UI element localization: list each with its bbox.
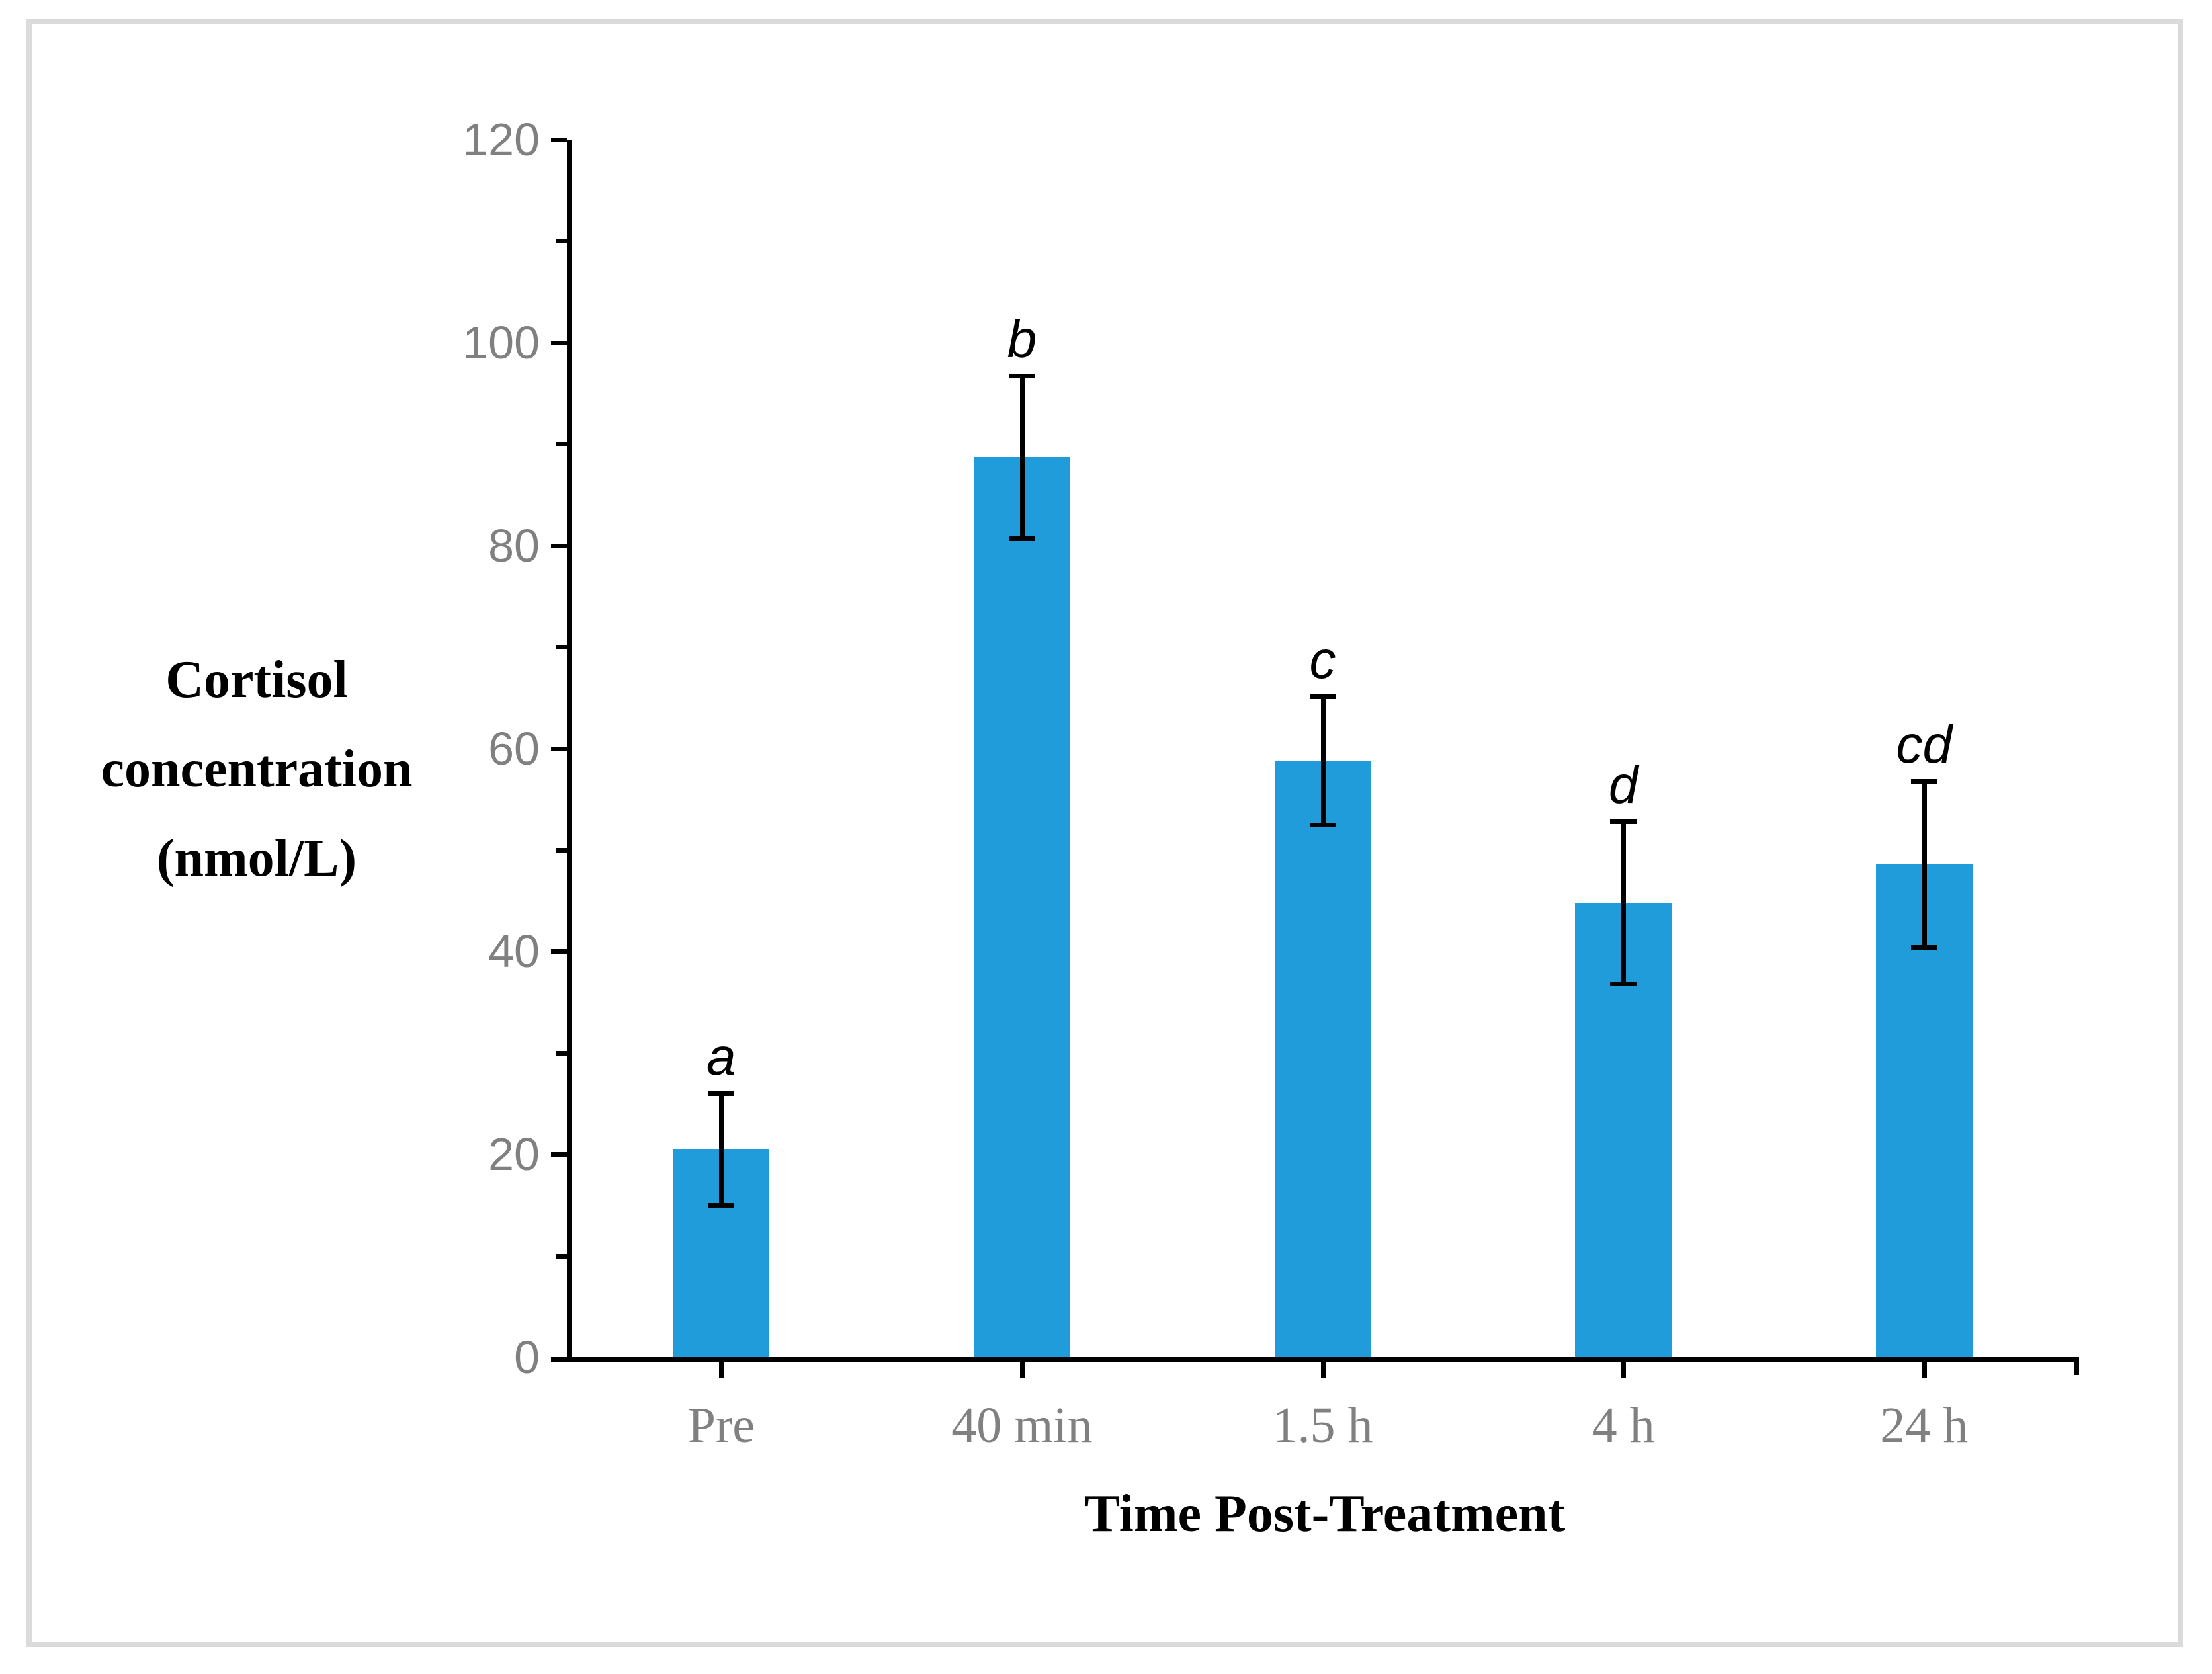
y-axis-title: Cortisol concentration (nmol/L) (25, 636, 488, 903)
error-bar-line (719, 1093, 724, 1205)
y-tick-label: 120 (462, 114, 540, 165)
x-axis-end-tick (2074, 1362, 2079, 1375)
significance-letter: d (1608, 755, 1638, 814)
x-category-tick (719, 1362, 724, 1378)
error-bar-line (1019, 376, 1025, 538)
error-bar-top-cap (708, 1091, 735, 1097)
x-tick-label: 1.5 h (1272, 1398, 1373, 1453)
error-bar-top-cap (1008, 374, 1035, 379)
significance-letter: b (1007, 310, 1037, 369)
error-bar-bottom-cap (1309, 822, 1336, 827)
y-minor-tick (556, 1050, 567, 1056)
y-minor-tick (556, 442, 567, 447)
significance-letter: c (1309, 630, 1336, 690)
error-bar-bottom-cap (1910, 945, 1937, 950)
x-tick-label: 24 h (1880, 1398, 1969, 1453)
y-minor-tick (556, 645, 567, 650)
error-bar-line (1320, 696, 1326, 825)
figure-frame (26, 19, 2183, 1647)
x-axis-line (551, 1357, 2079, 1362)
error-bar-top-cap (1309, 694, 1336, 700)
y-tick-label: 60 (488, 722, 540, 774)
x-axis-title: Time Post-Treatment (1084, 1485, 1566, 1543)
y-tick-label: 20 (488, 1128, 540, 1181)
significance-letter: cd (1896, 714, 1952, 774)
y-major-tick (551, 746, 567, 751)
y-tick-label: 80 (488, 519, 540, 571)
error-bar-line (1621, 821, 1627, 984)
y-tick-label: 40 (488, 925, 540, 978)
y-tick-label: 0 (514, 1331, 540, 1383)
significance-letter: a (706, 1027, 736, 1087)
x-category-tick (1320, 1362, 1326, 1378)
y-axis-title-line-3: (nmol/L) (156, 829, 357, 888)
x-category-tick (1019, 1362, 1025, 1378)
error-bar-top-cap (1910, 778, 1937, 784)
bar (973, 457, 1070, 1357)
error-bar-bottom-cap (1610, 982, 1637, 987)
error-bar-top-cap (1610, 819, 1637, 824)
y-minor-tick (556, 1253, 567, 1259)
y-minor-tick (556, 239, 567, 244)
x-tick-label: 4 h (1592, 1398, 1655, 1453)
y-major-tick (551, 543, 567, 548)
y-axis-title-line-1: Cortisol (165, 651, 348, 709)
x-category-tick (1922, 1362, 1927, 1378)
x-tick-label: Pre (687, 1398, 755, 1453)
y-major-tick (551, 949, 567, 954)
y-tick-label: 100 (462, 316, 540, 368)
y-major-tick (551, 138, 567, 142)
error-bar-bottom-cap (1008, 536, 1035, 541)
y-major-tick (551, 340, 567, 345)
bar (1274, 760, 1371, 1357)
y-axis-line (567, 140, 572, 1362)
error-bar-line (1922, 780, 1927, 948)
y-minor-tick (556, 847, 567, 853)
error-bar-bottom-cap (708, 1202, 735, 1208)
y-major-tick (551, 1152, 567, 1157)
x-category-tick (1621, 1362, 1627, 1378)
y-axis-title-line-2: concentration (101, 740, 413, 798)
x-tick-label: 40 min (951, 1398, 1093, 1453)
